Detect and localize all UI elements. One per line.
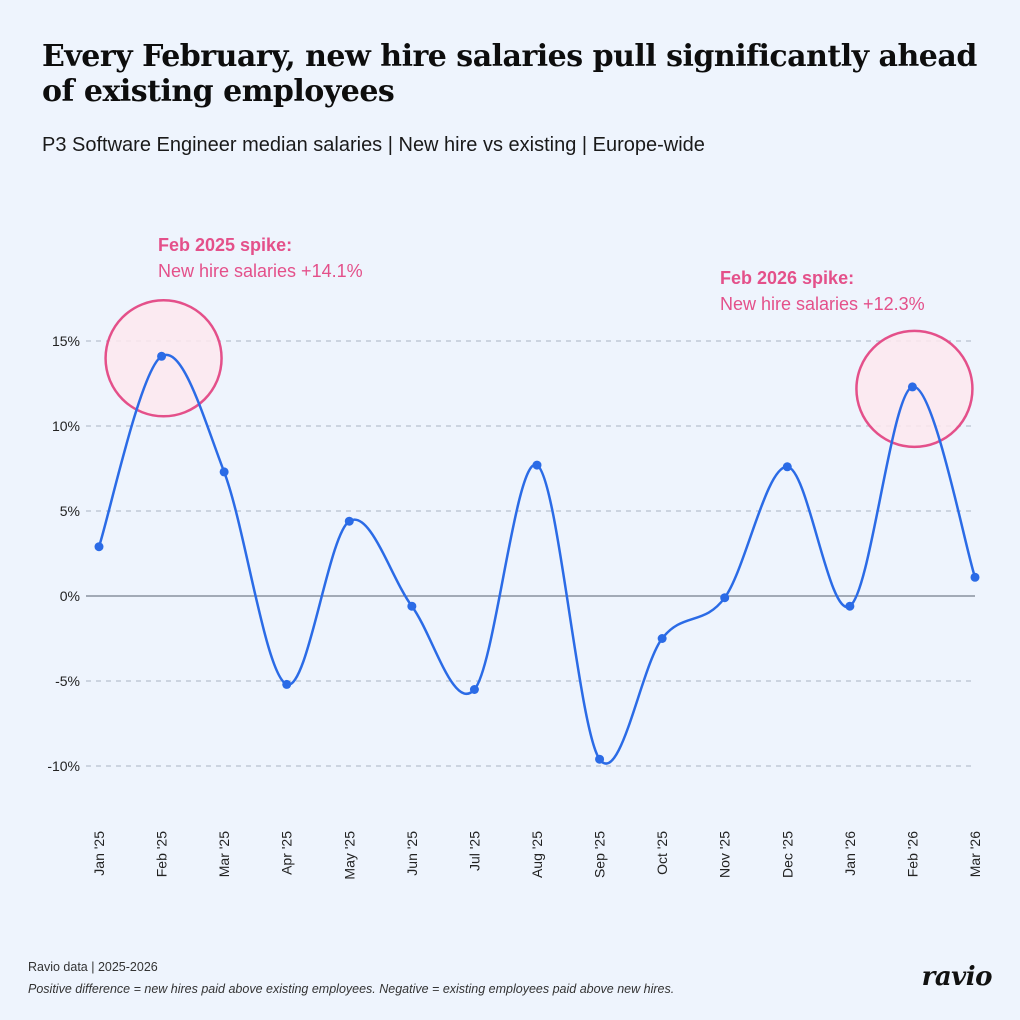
- x-tick-label: Jan '26: [842, 831, 858, 876]
- source-note: Ravio data | 2025-2026: [28, 960, 158, 974]
- data-point-sep-25: [595, 754, 605, 764]
- series-path: [97, 353, 977, 765]
- data-point-mar-25: [219, 467, 229, 477]
- data-point-jan-25: [94, 542, 104, 552]
- ravio-logo: ravio: [921, 962, 993, 992]
- annotation-text: New hire salaries +12.3%: [720, 294, 925, 314]
- x-tick-label: Feb '25: [154, 831, 170, 877]
- data-point-nov-25: [720, 593, 730, 603]
- data-point-dec-25: [782, 462, 792, 472]
- x-tick-label: Oct '25: [654, 831, 670, 875]
- data-point-oct-25: [657, 634, 667, 643]
- y-tick-label: -10%: [47, 758, 80, 774]
- series-line: [97, 353, 977, 765]
- x-tick-label: May '25: [341, 831, 357, 880]
- x-tick-label: Jan '25: [91, 831, 107, 876]
- x-tick-label: Sep '25: [592, 831, 608, 878]
- chart-subtitle: P3 Software Engineer median salaries | N…: [42, 134, 705, 156]
- x-tick-label: Feb '26: [904, 831, 920, 877]
- x-tick-label: Dec '25: [779, 831, 795, 878]
- data-point-aug-25: [532, 460, 542, 470]
- x-tick-label: Jun '25: [404, 831, 420, 876]
- y-tick-label: -5%: [55, 673, 80, 689]
- x-tick-label: Apr '25: [279, 831, 295, 875]
- footnote: Positive difference = new hires paid abo…: [28, 982, 675, 996]
- y-axis: 15% 10% 5% 0% -5% -10%: [47, 333, 80, 774]
- data-point-mar-26: [970, 572, 980, 582]
- x-tick-label: Jul '25: [466, 831, 482, 871]
- annotation-title: Feb 2025 spike:: [158, 235, 292, 255]
- x-tick-label: Aug '25: [529, 831, 545, 878]
- x-tick-label: Mar '26: [967, 831, 983, 877]
- data-point-apr-25: [282, 679, 292, 689]
- chart-title: Every February, new hire salaries pull s…: [42, 39, 977, 109]
- x-tick-label: Nov '25: [717, 831, 733, 878]
- annotation-text: New hire salaries +14.1%: [158, 261, 363, 281]
- y-tick-label: 15%: [52, 333, 80, 349]
- x-axis: Jan '25 Feb '25 Mar '25 Apr '25 May '25 Jun '…: [91, 831, 983, 880]
- gridlines: [86, 340, 975, 767]
- annotation-title: Feb 2026 spike:: [720, 268, 854, 288]
- x-tick-label: Mar '25: [216, 831, 232, 877]
- y-tick-label: 5%: [60, 503, 80, 519]
- data-point-may-25: [344, 516, 354, 526]
- y-tick-label: 0%: [60, 588, 80, 604]
- data-point-feb-26: [907, 382, 917, 392]
- data-points: [94, 351, 980, 764]
- data-point-jun-25: [407, 601, 417, 611]
- data-point-feb-25: [157, 351, 167, 361]
- data-point-jul-25: [469, 685, 479, 694]
- data-point-jan-26: [845, 601, 855, 611]
- y-tick-label: 10%: [52, 418, 80, 434]
